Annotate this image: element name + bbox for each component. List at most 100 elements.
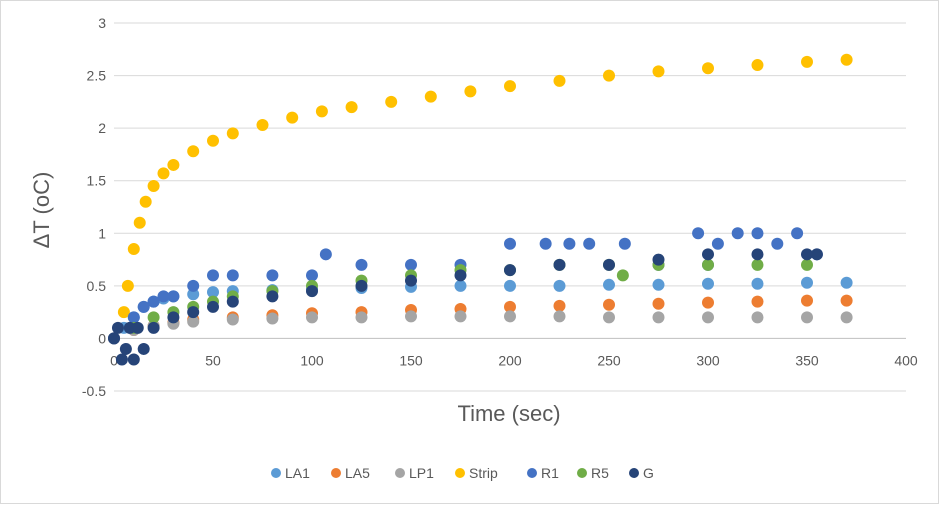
data-point (108, 332, 120, 345)
data-point (504, 300, 516, 313)
data-point (207, 300, 219, 313)
x-tick-label: 350 (795, 352, 819, 368)
y-tick-label: 3 (98, 15, 106, 31)
data-point (127, 243, 140, 256)
legend-label: R1 (541, 465, 559, 481)
data-point (563, 237, 576, 250)
data-point (157, 167, 170, 180)
data-point (553, 310, 566, 323)
x-tick-label: 200 (498, 352, 522, 368)
data-point (603, 278, 615, 291)
data-point (167, 290, 180, 303)
data-point (226, 313, 239, 326)
data-point (355, 311, 368, 324)
data-point (187, 315, 200, 328)
data-point (652, 278, 665, 291)
data-point (504, 310, 516, 323)
data-point (266, 269, 279, 282)
data-point (504, 264, 516, 277)
data-point (454, 310, 467, 323)
data-point (702, 258, 714, 271)
legend-marker (629, 468, 639, 478)
data-point (385, 95, 398, 108)
data-point (603, 258, 615, 271)
data-point (801, 294, 813, 307)
data-point (553, 74, 566, 87)
series-g (108, 248, 823, 366)
data-point (771, 237, 784, 250)
data-point (692, 227, 705, 240)
data-point (702, 248, 714, 261)
data-point (139, 195, 152, 208)
data-point (117, 306, 130, 319)
data-point (355, 279, 368, 292)
data-point (226, 295, 239, 308)
legend-marker (331, 468, 341, 478)
series-la1 (108, 276, 853, 345)
data-point (127, 353, 140, 366)
data-point (355, 258, 368, 271)
legend-marker (395, 468, 405, 478)
data-point (791, 227, 804, 240)
data-point (702, 62, 714, 75)
data-point (751, 295, 764, 308)
data-point (286, 111, 299, 124)
data-point (133, 216, 146, 229)
data-point (187, 279, 200, 292)
data-points (108, 53, 853, 366)
data-point (454, 269, 467, 282)
data-point (801, 55, 813, 68)
data-point (731, 227, 744, 240)
legend-label: R5 (591, 465, 609, 481)
series-lp1 (108, 310, 853, 345)
legend-item-r5: R5 (577, 465, 609, 481)
data-point (553, 299, 566, 312)
data-point (207, 286, 219, 299)
data-point (702, 311, 714, 324)
legend-item-la1: LA1 (271, 465, 310, 481)
series-la5 (108, 294, 853, 345)
data-point (652, 297, 665, 310)
x-tick-label: 400 (894, 352, 918, 368)
y-tick-labels: -0.5 0 0.5 1 1.5 2 2.5 3 (82, 15, 106, 399)
data-point (539, 237, 552, 250)
gridlines (114, 22, 906, 392)
data-point (187, 145, 200, 158)
data-point (464, 85, 477, 98)
legend-label: LA5 (345, 465, 370, 481)
data-point (424, 90, 437, 103)
data-point (454, 279, 467, 292)
y-axis-title: ΔT (oC) (29, 172, 54, 249)
data-point (810, 248, 823, 261)
data-point (187, 288, 200, 301)
data-point (147, 311, 160, 324)
data-point (115, 353, 128, 366)
legend-label: Strip (469, 465, 498, 481)
data-point (603, 298, 615, 311)
legend-item-g: G (629, 465, 654, 481)
data-point (801, 311, 813, 324)
data-point (840, 53, 853, 66)
data-point (147, 321, 160, 334)
data-point (618, 237, 631, 250)
data-point (751, 311, 764, 324)
data-point (603, 69, 615, 82)
legend-label: LA1 (285, 465, 310, 481)
data-point (266, 290, 279, 303)
data-point (226, 269, 239, 282)
legend-marker (527, 468, 537, 478)
data-point (616, 269, 629, 282)
data-point (504, 279, 516, 292)
data-point (603, 311, 615, 324)
data-point (751, 59, 764, 72)
data-point (583, 237, 596, 250)
data-point (226, 127, 239, 140)
data-point (121, 279, 134, 292)
data-point (652, 65, 665, 78)
data-point (711, 237, 724, 250)
data-point (702, 296, 714, 309)
y-tick-label: 1.5 (87, 173, 107, 189)
series-strip (117, 53, 853, 319)
data-point (345, 101, 358, 114)
data-point (652, 311, 665, 324)
